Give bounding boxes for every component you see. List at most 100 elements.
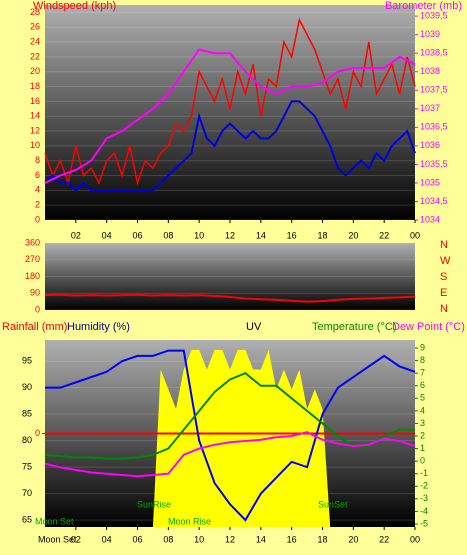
tick-label: 1039 — [420, 29, 440, 39]
tick-label: 22 — [30, 51, 40, 61]
tick-label: 95 — [22, 356, 32, 366]
tick-label: 8 — [35, 155, 40, 165]
tick-label: 90 — [30, 288, 40, 298]
x-tick-label: 10 — [194, 534, 204, 544]
dir-label: W — [440, 255, 451, 267]
tick-label: 24 — [30, 36, 40, 46]
tick-label: 270 — [25, 254, 40, 264]
tick-label: 0 — [420, 456, 425, 466]
tick-label: -4 — [420, 506, 428, 516]
x-tick-label: 08 — [163, 534, 173, 544]
tick-label: 1038,5 — [420, 48, 448, 58]
annotation: SunSet — [318, 499, 348, 509]
tick-label: 0 — [35, 428, 40, 438]
dir-label: S — [440, 271, 447, 283]
x-tick-label: 06 — [132, 230, 142, 240]
series-line — [44, 48, 416, 184]
x-tick-label: 02 — [71, 534, 81, 544]
tick-label: 4 — [420, 405, 425, 415]
tick-label: 0 — [35, 214, 40, 224]
series-line — [44, 17, 416, 186]
tick-label: 6 — [420, 380, 425, 390]
x-tick-label: 02 — [71, 230, 81, 240]
panel-wind — [45, 5, 415, 220]
tick-label: 1034,5 — [420, 196, 448, 206]
tick-label: 1039,5 — [420, 10, 448, 20]
x-tick-label: 16 — [287, 534, 297, 544]
x-tick-label: 06 — [132, 534, 142, 544]
series-line — [44, 431, 416, 478]
temp-label: Temperature (°C) — [312, 321, 396, 333]
tick-label: 65 — [22, 514, 32, 524]
x-tick-label: 08 — [163, 230, 173, 240]
annotation: Moon Set — [35, 516, 74, 526]
dir-label: E — [440, 287, 447, 299]
tick-label: 6 — [35, 170, 40, 180]
tick-label: 7 — [420, 368, 425, 378]
tick-label: 3 — [420, 418, 425, 428]
x-tick-label: 14 — [256, 230, 266, 240]
x-tick-label: 04 — [102, 534, 112, 544]
tick-label: 14 — [30, 111, 40, 121]
dir-label: N — [440, 239, 448, 251]
dir-label: N — [440, 303, 448, 315]
tick-label: 1 — [420, 443, 425, 453]
annotation: SunRise — [137, 499, 171, 509]
tick-label: 85 — [22, 409, 32, 419]
y-label: Windspeed (kph) — [33, 0, 116, 12]
series-line — [44, 293, 416, 303]
tick-label: 9 — [420, 342, 425, 352]
series-line — [45, 349, 416, 522]
tick-label: 2 — [35, 200, 40, 210]
humidity-label: Humidity (%) — [67, 321, 130, 333]
tick-label: 8 — [420, 355, 425, 365]
tick-label: 1038 — [420, 66, 440, 76]
series-line — [44, 100, 416, 192]
y2-label: Barometer (mb) — [385, 0, 462, 12]
x-tick-label: 12 — [225, 534, 235, 544]
tick-label: 26 — [30, 22, 40, 32]
tick-label: 28 — [30, 7, 40, 17]
tick-label: 70 — [22, 488, 32, 498]
x-tick-label: 00 — [410, 534, 420, 544]
tick-label: -2 — [420, 481, 428, 491]
x-tick-label: 10 — [194, 230, 204, 240]
tick-label: 1037 — [420, 103, 440, 113]
x-tick-label: 00 — [410, 230, 420, 240]
dew-label: Dew Point (°C) — [392, 321, 465, 333]
tick-label: -3 — [420, 493, 428, 503]
tick-label: 10 — [30, 140, 40, 150]
tick-label: 20 — [30, 66, 40, 76]
tick-label: 1037,5 — [420, 85, 448, 95]
tick-label: 75 — [22, 462, 32, 472]
x-tick-label: 22 — [379, 230, 389, 240]
tick-label: 4 — [35, 185, 40, 195]
tick-label: 2 — [420, 430, 425, 440]
tick-label: 5 — [420, 393, 425, 403]
x-tick-label: 12 — [225, 230, 235, 240]
tick-label: 360 — [25, 237, 40, 247]
x-tick-label: 22 — [379, 534, 389, 544]
x-tick-label: 20 — [348, 534, 358, 544]
x-tick-label: 20 — [348, 230, 358, 240]
tick-label: 1034 — [420, 214, 440, 224]
tick-label: 80 — [22, 435, 32, 445]
tick-label: 1036,5 — [420, 122, 448, 132]
tick-label: 18 — [30, 81, 40, 91]
tick-label: 12 — [30, 125, 40, 135]
tick-label: 16 — [30, 96, 40, 106]
x-tick-label: 16 — [287, 230, 297, 240]
annotation: Moon Rise — [168, 516, 211, 526]
tick-label: 0 — [35, 304, 40, 314]
rain-label: Rainfall (mm) — [2, 321, 67, 333]
x-tick-label: 18 — [317, 230, 327, 240]
x-tick-label: 04 — [102, 230, 112, 240]
uv-label: UV — [246, 321, 262, 333]
tick-label: 1035 — [420, 177, 440, 187]
tick-label: 90 — [22, 382, 32, 392]
annotation: Moon Set — [38, 534, 77, 544]
tick-label: 1035,5 — [420, 159, 448, 169]
tick-label: -5 — [420, 518, 428, 528]
tick-label: 1036 — [420, 140, 440, 150]
